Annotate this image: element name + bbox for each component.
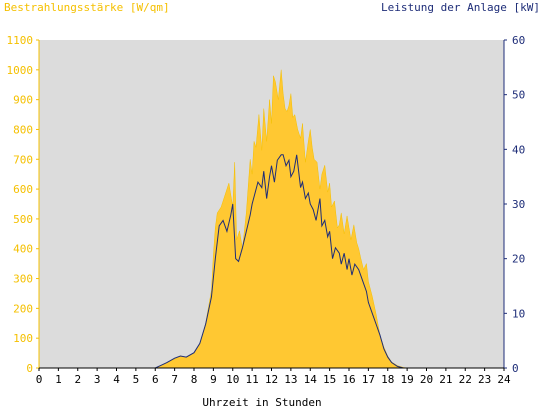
- x-tick-label: 8: [191, 373, 198, 386]
- x-tick-label: 19: [401, 373, 414, 386]
- x-tick-label: 20: [420, 373, 433, 386]
- right-y-tick-label: 50: [512, 89, 525, 102]
- right-y-tick-label: 20: [512, 253, 525, 266]
- x-tick-label: 7: [171, 373, 178, 386]
- x-tick-label: 1: [55, 373, 62, 386]
- x-tick-label: 24: [497, 373, 511, 386]
- right-y-tick-label: 30: [512, 198, 525, 211]
- x-tick-label: 13: [284, 373, 297, 386]
- x-tick-label: 16: [342, 373, 355, 386]
- x-tick-label: 14: [304, 373, 318, 386]
- x-tick-label: 0: [36, 373, 43, 386]
- right-y-tick-label: 40: [512, 143, 525, 156]
- x-tick-label: 21: [439, 373, 452, 386]
- right-y-tick-label: 10: [512, 307, 525, 320]
- x-tick-label: 12: [265, 373, 278, 386]
- x-tick-label: 3: [94, 373, 101, 386]
- left-y-tick-label: 400: [13, 243, 33, 256]
- left-y-tick-label: 0: [26, 362, 33, 375]
- x-tick-label: 4: [113, 373, 120, 386]
- left-y-tick-label: 1100: [7, 34, 34, 47]
- left-axis-title: Bestrahlungsstärke [W/qm]: [4, 1, 170, 14]
- left-y-tick-label: 300: [13, 273, 33, 286]
- left-y-tick-label: 800: [13, 123, 33, 136]
- x-axis-title: Uhrzeit in Stunden: [202, 396, 321, 408]
- x-tick-label: 15: [323, 373, 336, 386]
- x-tick-label: 5: [133, 373, 140, 386]
- x-tick-label: 17: [362, 373, 375, 386]
- x-tick-label: 23: [478, 373, 491, 386]
- right-y-ticks: 0 10 20 30 40 50 60: [504, 34, 525, 375]
- x-tick-label: 6: [152, 373, 159, 386]
- left-y-tick-label: 100: [13, 332, 33, 345]
- power-line: [39, 154, 504, 369]
- x-tick-label: 10: [226, 373, 239, 386]
- left-y-tick-label: 900: [13, 94, 33, 107]
- x-tick-label: 18: [381, 373, 394, 386]
- x-tick-label: 11: [246, 373, 259, 386]
- irradiance-area: [39, 69, 504, 369]
- right-axis-title: Leistung der Anlage [kW]: [381, 1, 540, 14]
- left-y-tick-label: 200: [13, 302, 33, 315]
- right-y-tick-label: 60: [512, 34, 525, 47]
- left-y-tick-label: 1000: [7, 64, 34, 77]
- left-y-tick-label: 600: [13, 183, 33, 196]
- x-tick-label: 2: [74, 373, 81, 386]
- x-tick-label: 22: [459, 373, 472, 386]
- left-y-ticks: 0 100 200 300 400 500 600 700 800 900 1000 1100: [7, 34, 39, 375]
- x-tick-label: 9: [210, 373, 217, 386]
- left-y-tick-label: 500: [13, 213, 33, 226]
- left-y-tick-label: 700: [13, 153, 33, 166]
- x-ticks: 0 1 2 3 4 5 6 7 8 9 10 11 12 13 14 15 16 17 18 19 20 21 22 23 24: [36, 368, 511, 386]
- right-y-tick-label: 0: [512, 362, 519, 375]
